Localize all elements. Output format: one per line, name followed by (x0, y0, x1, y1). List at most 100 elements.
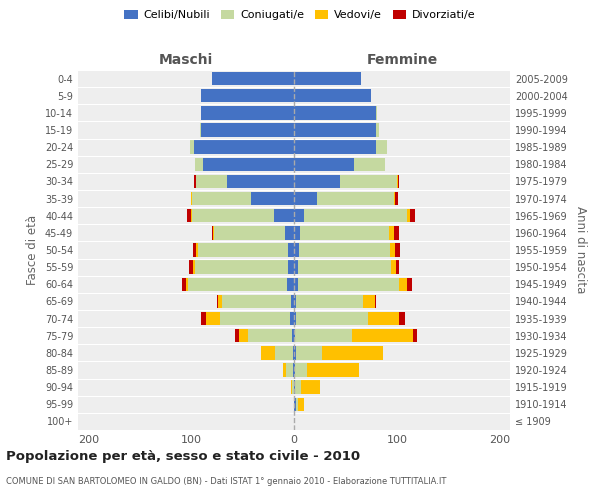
Bar (288, 260, 294, 274)
Bar (261, 346, 275, 360)
Legend: Celibi/Nubili, Coniugati/e, Vedovi/e, Divorziati/e: Celibi/Nubili, Coniugati/e, Vedovi/e, Di… (120, 6, 480, 25)
Bar (213, 226, 214, 239)
Bar (189, 260, 193, 274)
Bar (376, 106, 377, 120)
Bar (394, 226, 399, 239)
Bar (399, 312, 405, 326)
Bar (200, 124, 202, 136)
Bar (290, 312, 294, 326)
Bar (195, 158, 203, 171)
Bar (227, 174, 294, 188)
Bar (218, 294, 222, 308)
Bar (352, 329, 413, 342)
Bar (222, 294, 291, 308)
Bar (191, 192, 192, 205)
Bar (407, 278, 412, 291)
Bar (294, 174, 340, 188)
Bar (202, 124, 294, 136)
Bar (391, 260, 396, 274)
Bar (397, 174, 398, 188)
Bar (307, 364, 359, 376)
Bar (202, 312, 206, 326)
Bar (295, 329, 352, 342)
Bar (413, 329, 418, 342)
Bar (196, 244, 199, 256)
Bar (193, 244, 196, 256)
Bar (395, 192, 398, 205)
Bar (296, 294, 363, 308)
Bar (291, 380, 292, 394)
Bar (190, 140, 194, 154)
Bar (292, 380, 294, 394)
Bar (293, 364, 294, 376)
Bar (407, 209, 410, 222)
Bar (389, 226, 394, 239)
Bar (294, 209, 304, 222)
Bar (186, 278, 188, 291)
Bar (322, 346, 383, 360)
Bar (368, 312, 399, 326)
Bar (295, 364, 307, 376)
Bar (220, 312, 290, 326)
Bar (295, 380, 301, 394)
Bar (317, 192, 394, 205)
Bar (286, 364, 293, 376)
Bar (195, 260, 288, 274)
Bar (194, 174, 196, 188)
Y-axis label: Fasce di età: Fasce di età (26, 215, 39, 285)
Bar (294, 124, 376, 136)
Bar (294, 329, 295, 342)
Bar (299, 244, 389, 256)
Bar (294, 312, 296, 326)
Y-axis label: Anni di nascita: Anni di nascita (574, 206, 587, 294)
Bar (294, 294, 296, 308)
Bar (304, 209, 407, 222)
Bar (196, 174, 227, 188)
Bar (199, 244, 288, 256)
Bar (395, 244, 400, 256)
Bar (182, 278, 186, 291)
Bar (206, 312, 220, 326)
Bar (294, 106, 376, 120)
Bar (193, 260, 195, 274)
Text: COMUNE DI SAN BARTOLOMEO IN GALDO (BN) - Dati ISTAT 1° gennaio 2010 - Elaborazio: COMUNE DI SAN BARTOLOMEO IN GALDO (BN) -… (6, 478, 446, 486)
Bar (288, 244, 294, 256)
Bar (294, 192, 317, 205)
Bar (294, 364, 295, 376)
Bar (294, 72, 361, 86)
Bar (217, 294, 218, 308)
Bar (394, 192, 395, 205)
Bar (300, 226, 389, 239)
Bar (398, 174, 399, 188)
Bar (287, 278, 294, 291)
Bar (296, 312, 368, 326)
Bar (212, 226, 213, 239)
Bar (214, 226, 285, 239)
Bar (251, 192, 294, 205)
Bar (291, 294, 294, 308)
Bar (410, 209, 415, 222)
Bar (294, 158, 353, 171)
Bar (363, 294, 375, 308)
Bar (376, 124, 379, 136)
Bar (294, 278, 298, 291)
Bar (376, 140, 386, 154)
Bar (212, 72, 294, 86)
Bar (275, 346, 293, 360)
Bar (274, 209, 294, 222)
Bar (296, 398, 298, 411)
Bar (294, 380, 295, 394)
Bar (294, 89, 371, 102)
Bar (202, 89, 294, 102)
Text: Popolazione per età, sesso e stato civile - 2010: Popolazione per età, sesso e stato civil… (6, 450, 360, 463)
Bar (235, 329, 239, 342)
Bar (298, 398, 304, 411)
Bar (399, 278, 407, 291)
Bar (375, 294, 376, 308)
Bar (248, 329, 292, 342)
Bar (283, 364, 286, 376)
Bar (298, 278, 399, 291)
Bar (192, 192, 251, 205)
Bar (294, 226, 300, 239)
Bar (294, 140, 376, 154)
